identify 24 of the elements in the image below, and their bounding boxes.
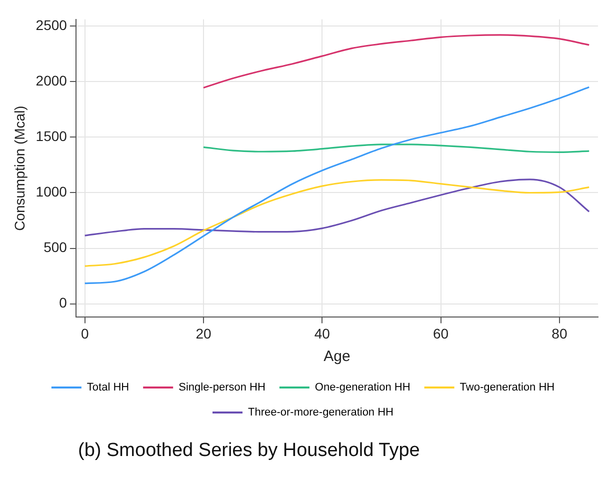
- x-tick-label: 80: [552, 325, 568, 342]
- legend-label: One-generation HH: [314, 382, 410, 394]
- y-axis-title: Consumption (Mcal): [11, 106, 28, 231]
- y-tick-label: 2500: [36, 16, 68, 33]
- legend-label: Total HH: [86, 382, 130, 394]
- x-axis-title: Age: [324, 348, 350, 366]
- y-tick-label: 1000: [36, 184, 68, 200]
- y-tick-label: 0: [59, 294, 68, 311]
- line-series: [202, 144, 590, 153]
- line-series: [84, 178, 590, 236]
- line-series: [84, 179, 590, 267]
- text: (b) Smoothed Series by Household Type: [77, 440, 421, 462]
- x-tick-label: 40: [314, 325, 330, 342]
- y-tick-label: 1500: [36, 128, 68, 144]
- line-series: [84, 86, 590, 284]
- y-tick-label: 500: [44, 239, 68, 256]
- x-tick-label: 60: [433, 325, 449, 342]
- x-tick-label: 20: [196, 325, 212, 342]
- y-tick-label: 2000: [36, 72, 68, 88]
- legend-label: Three-or-more-generation HH: [248, 406, 394, 419]
- x-tick-label: 0: [80, 325, 89, 342]
- line-series: [202, 34, 590, 89]
- legend-label: Single-person HH: [178, 382, 266, 394]
- legend-label: Two-generation HH: [460, 382, 555, 394]
